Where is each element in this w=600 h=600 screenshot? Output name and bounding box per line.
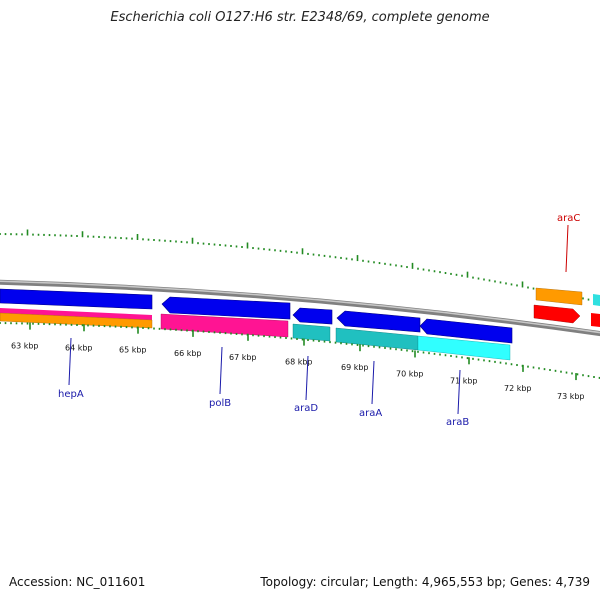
orange-track-left	[0, 312, 153, 329]
annotation-tracks	[0, 308, 511, 361]
scale-label: 67 kbp	[229, 353, 257, 362]
gene-label-araC[interactable]: araC	[557, 213, 580, 224]
scale-label: 71 kbp	[450, 376, 478, 385]
cyan-track-araB	[417, 335, 511, 361]
gene-feature-araA[interactable]	[336, 310, 421, 333]
scale-label: 66 kbp	[174, 349, 202, 358]
gene-label-araA[interactable]: araA	[359, 408, 382, 419]
scale-label: 70 kbp	[396, 369, 424, 378]
scale-label: 73 kbp	[557, 392, 585, 401]
araC-region	[533, 287, 600, 327]
gene-feature-araC-reverse[interactable]	[533, 304, 581, 324]
scale-label: 72 kbp	[504, 384, 532, 393]
scale-label: 68 kbp	[285, 358, 313, 367]
cyan-track-edge	[593, 294, 600, 306]
gene-leader-line	[68, 337, 72, 386]
gene-labels: hepA polB araD araA araB araC	[58, 213, 580, 428]
gene-leader-line	[371, 360, 375, 405]
forward-strand-track	[0, 288, 513, 344]
gene-feature-araB[interactable]	[419, 318, 513, 344]
gene-leader-line	[457, 369, 461, 415]
gene-feature-hepA[interactable]	[0, 288, 153, 310]
map-title: Escherichia coli O127:H6 str. E2348/69, …	[110, 10, 490, 25]
genome-summary-text: Topology: circular; Length: 4,965,553 bp…	[260, 575, 590, 589]
cyan-track-araD	[292, 323, 331, 342]
gene-feature-araC[interactable]	[535, 287, 583, 306]
gene-label-hepA[interactable]: hepA	[58, 389, 84, 400]
gene-leader-line	[219, 346, 223, 395]
scale-label: 64 kbp	[65, 343, 93, 352]
gene-leader-line	[305, 355, 309, 401]
gene-label-polB[interactable]: polB	[209, 398, 231, 409]
gene-feature-polB[interactable]	[161, 296, 291, 320]
cyan-track-araA	[335, 327, 419, 351]
scale-ring	[0, 322, 600, 381]
genome-backbone-highlight	[0, 280, 600, 334]
scale-label: 63 kbp	[11, 342, 39, 351]
gene-label-araD[interactable]: araD	[294, 403, 318, 414]
scale-label: 69 kbp	[341, 363, 369, 372]
red-feature-edge	[591, 313, 600, 327]
scale-label: 65 kbp	[119, 346, 147, 355]
gene-feature-araD[interactable]	[292, 307, 333, 325]
gene-leader-line	[565, 224, 569, 273]
accession-text: Accession: NC_011601	[9, 575, 146, 589]
genome-backbone	[0, 279, 600, 337]
gene-label-araB[interactable]: araB	[446, 417, 469, 428]
pink-track-left	[0, 308, 152, 320]
scale-labels: 63 kbp 64 kbp 65 kbp 66 kbp 67 kbp 68 kbp 69 k…	[11, 342, 585, 401]
pink-track-polB	[160, 313, 289, 338]
